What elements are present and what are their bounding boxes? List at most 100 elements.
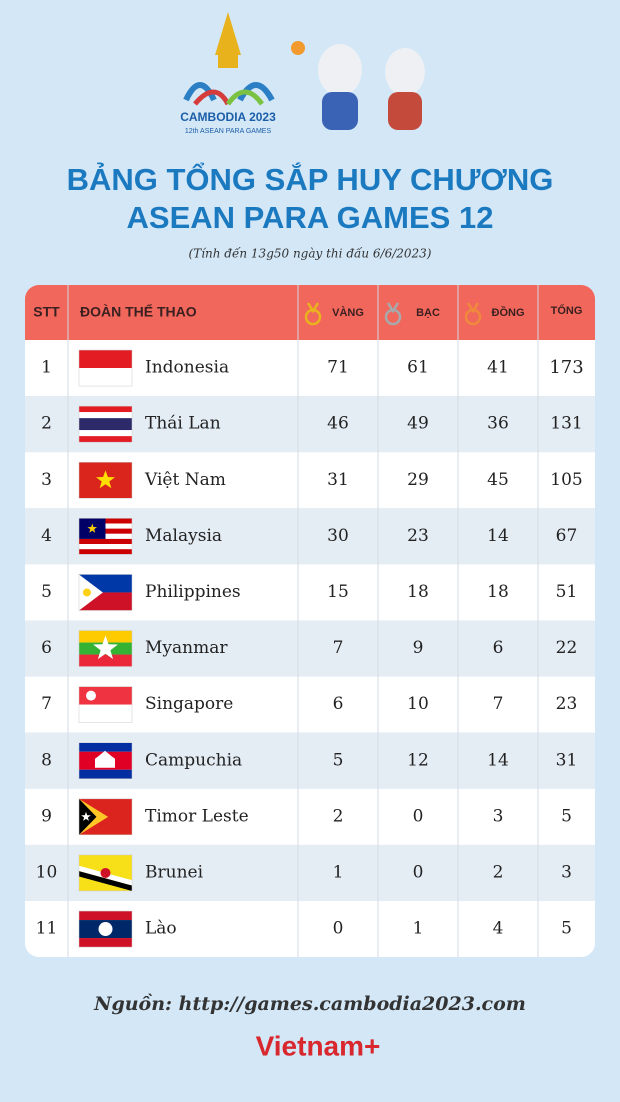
column-header: VÀNG [332, 306, 364, 319]
flag-border [78, 349, 133, 387]
cell: 31 [556, 750, 578, 770]
flag-part [81, 811, 91, 821]
cell: 71 [327, 358, 349, 378]
cell: Việt Nam [144, 470, 226, 490]
cell: 18 [407, 582, 429, 602]
cell: 4 [493, 919, 504, 939]
cell: 8 [41, 750, 52, 770]
flag-part [82, 588, 91, 597]
flag-part [86, 690, 96, 701]
cell: 1 [41, 358, 52, 378]
flag-part [79, 769, 132, 779]
cell: 131 [550, 414, 582, 434]
cell: 5 [561, 806, 572, 826]
cell: 14 [487, 750, 509, 770]
cell: 5 [41, 582, 52, 602]
cell: 173 [549, 357, 583, 378]
flag-part [79, 406, 132, 413]
flag [78, 349, 133, 387]
flag-part [79, 704, 132, 723]
cell: 4 [41, 526, 52, 546]
flag-part [79, 430, 132, 437]
cell: 10 [407, 694, 429, 714]
cell: 29 [407, 470, 429, 490]
flag-border [78, 405, 133, 443]
logo-name: CAMBODIA 2023 [180, 110, 276, 124]
cell: 6 [41, 638, 52, 658]
flag-border [78, 798, 133, 836]
cell: 105 [550, 470, 582, 490]
cell: Thái Lan [145, 414, 221, 434]
flag [78, 574, 133, 611]
column-header: STT [33, 304, 60, 320]
flag-part [98, 922, 113, 937]
flag-part [79, 350, 132, 369]
cell: 3 [493, 806, 504, 826]
cell: Philippines [145, 582, 241, 602]
flag-border [78, 910, 133, 948]
cell: 2 [41, 414, 52, 434]
cell: 0 [413, 862, 424, 882]
cell: 7 [333, 638, 344, 658]
column-header: ĐOÀN THỂ THAO [80, 303, 197, 320]
flag [78, 518, 133, 555]
flag-border [78, 574, 133, 611]
flag-part [79, 544, 132, 550]
flag-border [78, 742, 133, 779]
flag-part [79, 938, 132, 948]
flag-part [79, 418, 132, 431]
logo-art [183, 12, 425, 130]
flag [78, 798, 133, 836]
cell: 2 [493, 862, 504, 882]
cell: 6 [333, 694, 344, 714]
flag [78, 405, 133, 443]
cell: 30 [327, 526, 349, 546]
cell: 9 [413, 638, 424, 658]
cell: 31 [327, 470, 349, 490]
flag-part [79, 742, 132, 752]
flag-border [78, 462, 133, 499]
cell: 51 [556, 582, 578, 602]
column-header: BẠC [416, 307, 440, 319]
cell: 23 [407, 526, 429, 546]
cell: 18 [487, 582, 509, 602]
cell: Timor Leste [145, 806, 249, 826]
column-header: TỔNG [551, 304, 583, 317]
flag-part [79, 654, 132, 667]
cell: 2 [333, 806, 344, 826]
cell: 5 [333, 750, 344, 770]
cell: 67 [556, 526, 578, 546]
flag-border [78, 686, 133, 723]
flag [78, 910, 133, 948]
flag-border [78, 854, 133, 892]
flag [78, 742, 133, 779]
cell: 61 [407, 358, 429, 378]
cell: 45 [487, 470, 509, 490]
note: (Tính đến 13g50 ngày thi đấu 6/6/2023) [189, 246, 432, 261]
cell: Lào [145, 919, 177, 939]
cell: 46 [327, 414, 349, 434]
flag [78, 686, 133, 723]
title-line: ASEAN PARA GAMES 12 [127, 200, 494, 235]
cell: 22 [556, 638, 578, 658]
flag [78, 630, 133, 667]
brand: Vietnam+ [256, 1030, 381, 1061]
flag-part [79, 871, 132, 891]
table-header-bg [25, 285, 595, 340]
flag-border [78, 518, 133, 555]
cell: Campuchia [145, 750, 242, 770]
cell: 14 [487, 526, 509, 546]
cell: 3 [41, 470, 52, 490]
flag-border [78, 630, 133, 667]
cell: Myanmar [145, 638, 228, 658]
cell: Singapore [145, 694, 233, 714]
flag-part [100, 867, 111, 878]
medal-table: STT ĐOÀN THỂ THAO VÀNG BẠC ĐỒNG TỔNG 1 Indonesi… [25, 285, 595, 958]
cell: 7 [41, 694, 52, 714]
cell: 36 [487, 414, 509, 434]
cell: 6 [493, 638, 504, 658]
flag-part [95, 750, 115, 768]
cell: 41 [487, 358, 509, 378]
